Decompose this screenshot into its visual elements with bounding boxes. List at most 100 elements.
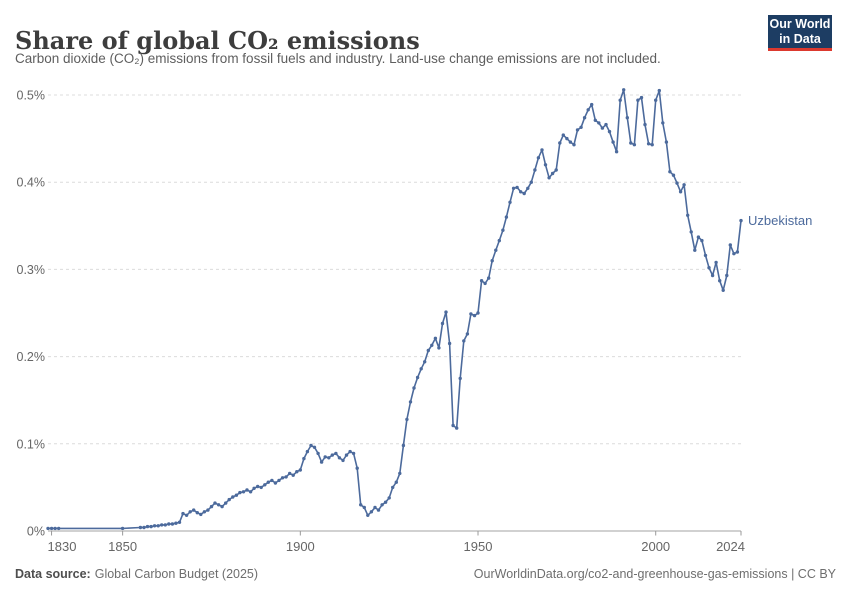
data-point — [728, 243, 732, 247]
x-axis-ticks — [51, 531, 742, 536]
owid-logo[interactable]: Our World in Data — [768, 15, 832, 51]
data-point — [195, 511, 199, 515]
data-point — [49, 526, 54, 531]
data-point — [714, 260, 718, 265]
data-point — [554, 168, 558, 172]
data-point — [252, 486, 256, 490]
data-point — [575, 128, 580, 132]
data-point — [213, 501, 217, 505]
data-point — [622, 88, 626, 92]
y-tick-label: 0.5% — [17, 89, 46, 103]
data-point — [703, 253, 708, 258]
data-source-label: Data source: — [15, 567, 91, 581]
data-point — [597, 121, 601, 125]
data-source-value: Global Carbon Budget (2025) — [94, 567, 259, 581]
data-point — [241, 490, 246, 494]
data-point — [607, 129, 612, 134]
data-point — [369, 510, 374, 514]
data-point — [504, 215, 509, 219]
data-point — [206, 508, 210, 512]
data-point — [351, 451, 356, 456]
data-point — [188, 510, 192, 514]
data-point — [337, 456, 342, 460]
data-point — [309, 443, 313, 448]
owid-logo-line1: Our World — [769, 16, 831, 31]
data-point — [650, 143, 654, 147]
data-point — [632, 143, 637, 147]
data-point — [582, 116, 587, 120]
data-point — [536, 156, 541, 160]
data-point — [732, 252, 736, 256]
data-point — [355, 466, 359, 470]
data-point — [412, 386, 416, 390]
x-axis-labels: 1830 1850 1900 1950 2000 2024 — [48, 539, 745, 554]
page-title: Share of global CO₂ emissions — [15, 26, 420, 56]
data-point — [590, 102, 594, 107]
data-point — [387, 496, 391, 500]
data-point — [312, 445, 317, 449]
y-tick-label: 0.2% — [17, 350, 46, 364]
data-point — [483, 281, 487, 286]
data-point — [487, 276, 491, 280]
x-tick-label: 2024 — [716, 539, 745, 554]
data-point — [639, 95, 644, 100]
data-point — [160, 523, 164, 527]
y-tick-label: 0.1% — [17, 437, 46, 451]
data-point — [334, 451, 338, 456]
data-point — [248, 490, 253, 494]
data-point — [671, 173, 676, 177]
data-point — [419, 367, 423, 371]
data-point — [359, 503, 363, 507]
data-point — [383, 500, 388, 504]
data-point — [561, 133, 565, 137]
data-point — [558, 141, 562, 145]
data-point — [614, 150, 619, 154]
owid-logo-line2: in Data — [779, 31, 821, 46]
data-point — [739, 218, 743, 223]
data-point — [152, 524, 157, 528]
data-point — [725, 273, 729, 278]
data-point — [469, 312, 473, 316]
data-point — [430, 343, 434, 347]
data-point — [256, 484, 260, 489]
data-point — [341, 458, 345, 463]
data-point — [718, 279, 722, 283]
data-point — [458, 376, 462, 381]
data-point — [529, 180, 533, 184]
data-point — [234, 493, 239, 497]
gridlines — [48, 94, 741, 532]
data-point — [654, 98, 658, 102]
data-point — [376, 508, 381, 512]
data-point — [455, 426, 459, 430]
data-point — [398, 471, 402, 476]
data-point — [245, 488, 249, 492]
data-point — [408, 400, 413, 404]
data-point — [319, 460, 324, 464]
data-point — [53, 526, 57, 531]
data-point — [494, 248, 498, 252]
data-point — [675, 181, 679, 185]
data-point — [138, 525, 143, 530]
source-url[interactable]: OurWorldinData.org/co2-and-greenhouse-ga… — [473, 567, 836, 581]
data-point — [426, 348, 430, 353]
data-point — [284, 475, 288, 479]
data-point — [668, 170, 672, 174]
data-point — [280, 476, 285, 480]
data-point — [192, 508, 196, 512]
data-point — [305, 449, 310, 454]
data-point — [170, 522, 175, 526]
data-point-markers — [46, 88, 743, 531]
data-point — [344, 453, 349, 457]
data-point — [629, 141, 633, 145]
data-point — [373, 505, 377, 510]
data-point — [405, 417, 409, 422]
data-point — [636, 98, 640, 102]
data-point — [462, 339, 466, 343]
data-point — [678, 190, 683, 194]
data-point — [696, 235, 701, 239]
data-point — [380, 503, 384, 507]
data-point — [295, 470, 299, 474]
data-point — [177, 520, 182, 524]
data-point — [288, 471, 292, 476]
